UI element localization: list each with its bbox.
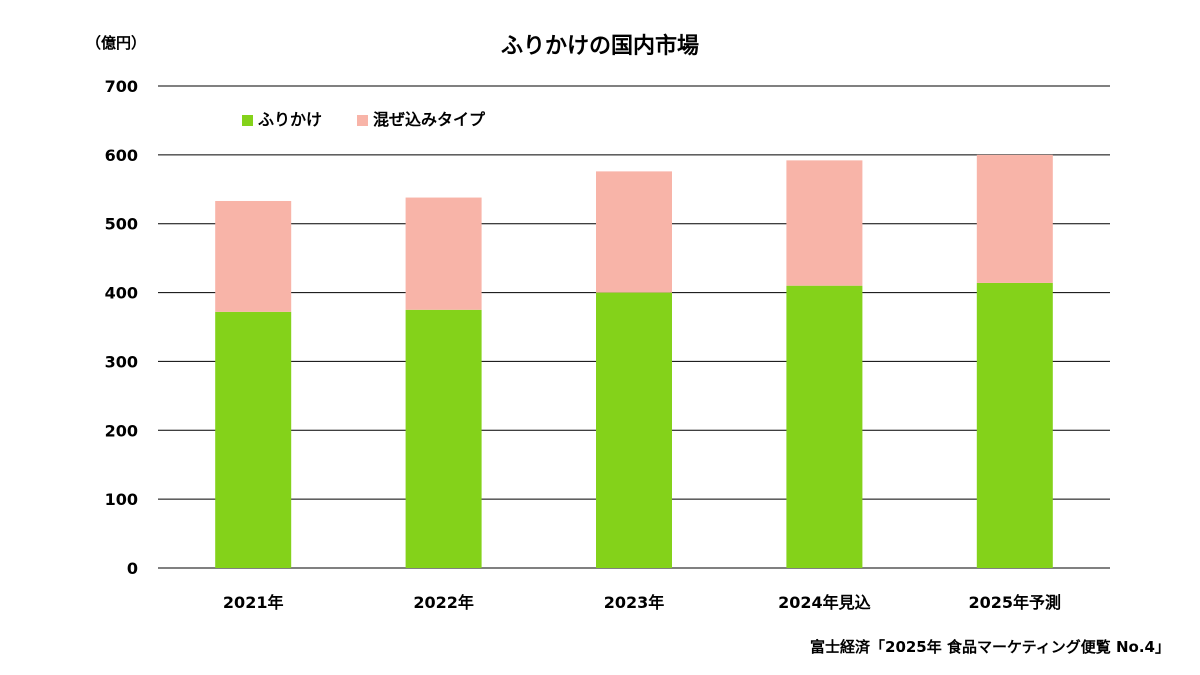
source-credit: 富士経済「2025年 食品マーケティング便覧 No.4」 (810, 638, 1170, 656)
y-tick-label: 100 (105, 490, 138, 509)
y-tick-label: 400 (105, 284, 138, 303)
bar-segment-furikake-1 (405, 309, 482, 568)
x-tick-label: 2023年 (604, 593, 665, 612)
bar-segment-mazekomi-3 (786, 160, 863, 286)
legend-swatch-furikake (242, 115, 253, 126)
x-tick-label: 2022年 (413, 593, 474, 612)
bar-segment-mazekomi-0 (215, 200, 292, 312)
y-tick-label: 600 (105, 146, 138, 165)
bar-segment-mazekomi-1 (405, 197, 482, 310)
y-tick-label: 0 (127, 559, 138, 578)
bar-segment-mazekomi-4 (976, 154, 1053, 283)
x-tick-label: 2024年見込 (778, 593, 871, 612)
legend-label-mazekomi: 混ぜ込みタイプ (373, 110, 486, 129)
bar-segment-furikake-2 (596, 292, 672, 568)
legend-item-furikake: ふりかけ (242, 110, 322, 129)
legend-label-furikake: ふりかけ (258, 110, 322, 129)
y-tick-label: 300 (105, 352, 138, 371)
bar-segment-furikake-4 (976, 282, 1053, 568)
y-axis-ticks: 0 100 200 300 400 500 600 700 (105, 77, 138, 578)
x-tick-label: 2025年予測 (969, 593, 1062, 612)
legend-swatch-mazekomi (357, 115, 368, 126)
y-tick-label: 700 (105, 77, 138, 96)
x-axis-ticks: 2021年 2022年 2023年 2024年見込 2025年予測 (223, 593, 1061, 612)
y-tick-label: 500 (105, 215, 138, 234)
legend-item-mazekomi: 混ぜ込みタイプ (357, 110, 486, 129)
chart-title: ふりかけの国内市場 (501, 33, 699, 59)
x-tick-label: 2021年 (223, 593, 284, 612)
legend: ふりかけ 混ぜ込みタイプ (242, 110, 486, 129)
bars (215, 154, 1053, 568)
y-axis-unit-label: （億円） (86, 34, 146, 52)
bar-segment-furikake-3 (786, 285, 863, 568)
y-tick-label: 200 (105, 421, 138, 440)
bar-segment-furikake-0 (215, 311, 292, 568)
bar-segment-mazekomi-2 (596, 171, 672, 293)
